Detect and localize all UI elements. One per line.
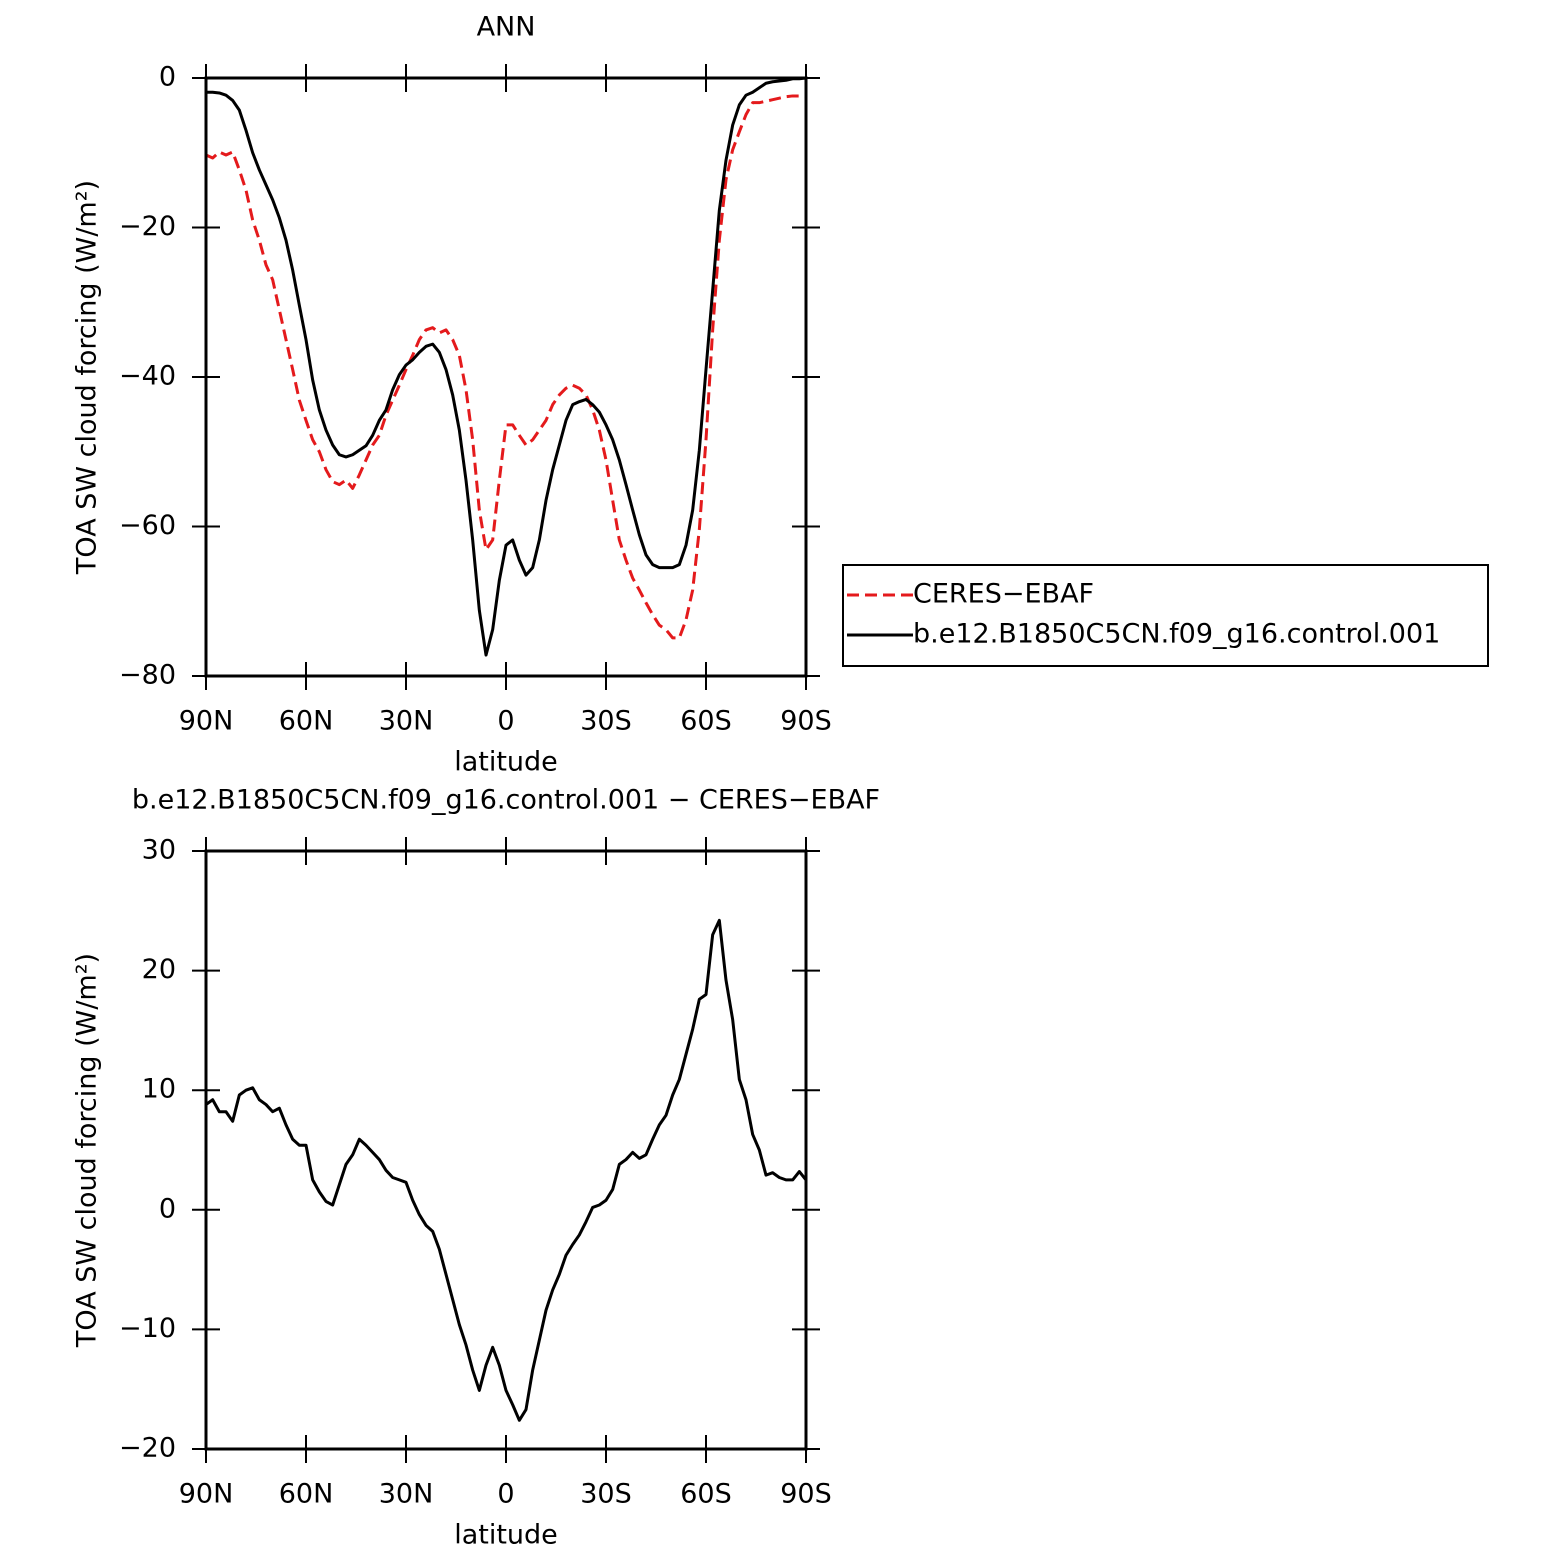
legend-label: b.e12.B1850C5CN.f09_g16.control.001 bbox=[913, 619, 1440, 650]
y-tick-label: −20 bbox=[119, 211, 176, 242]
x-tick-label: 90S bbox=[780, 706, 832, 737]
y-tick-label: 30 bbox=[142, 835, 176, 866]
x-tick-label: 60S bbox=[680, 706, 732, 737]
x-tick-label: 30N bbox=[379, 706, 434, 737]
data-line bbox=[205, 94, 807, 640]
y-tick-label: 0 bbox=[159, 62, 176, 93]
plot-frame bbox=[204, 849, 808, 1451]
y-tick-label: 0 bbox=[159, 1193, 176, 1224]
y-tick-label: −20 bbox=[119, 1433, 176, 1464]
y-axis-label: TOA SW cloud forcing (W/m²) bbox=[72, 180, 103, 575]
plot-frame bbox=[204, 76, 808, 678]
x-tick-label: 0 bbox=[497, 706, 514, 737]
chart-title: b.e12.B1850C5CN.f09_g16.control.001 − CE… bbox=[132, 785, 880, 816]
y-tick-label: −80 bbox=[119, 660, 176, 691]
y-tick-label: 20 bbox=[142, 954, 176, 985]
y-tick-label: −40 bbox=[119, 361, 176, 392]
y-axis-label: TOA SW cloud forcing (W/m²) bbox=[72, 953, 103, 1348]
y-tick-label: 10 bbox=[142, 1074, 176, 1105]
x-tick-label: 60N bbox=[279, 1479, 334, 1510]
chart-title: ANN bbox=[477, 12, 536, 43]
x-tick-label: 0 bbox=[497, 1479, 514, 1510]
x-tick-label: 90N bbox=[179, 1479, 234, 1510]
x-tick-label: 30N bbox=[379, 1479, 434, 1510]
x-axis-label: latitude bbox=[454, 747, 558, 778]
legend-label: CERES−EBAF bbox=[913, 579, 1094, 610]
x-tick-label: 60N bbox=[279, 706, 334, 737]
data-line bbox=[206, 76, 807, 657]
data-line bbox=[205, 918, 808, 1422]
x-tick-label: 60S bbox=[680, 1479, 732, 1510]
y-tick-label: −60 bbox=[119, 510, 176, 541]
x-tick-label: 90N bbox=[179, 706, 234, 737]
y-tick-label: −10 bbox=[119, 1313, 176, 1344]
x-tick-label: 30S bbox=[580, 1479, 632, 1510]
x-tick-label: 90S bbox=[780, 1479, 832, 1510]
x-tick-label: 30S bbox=[580, 706, 632, 737]
legend-box bbox=[842, 564, 1489, 667]
x-axis-label: latitude bbox=[454, 1520, 558, 1551]
